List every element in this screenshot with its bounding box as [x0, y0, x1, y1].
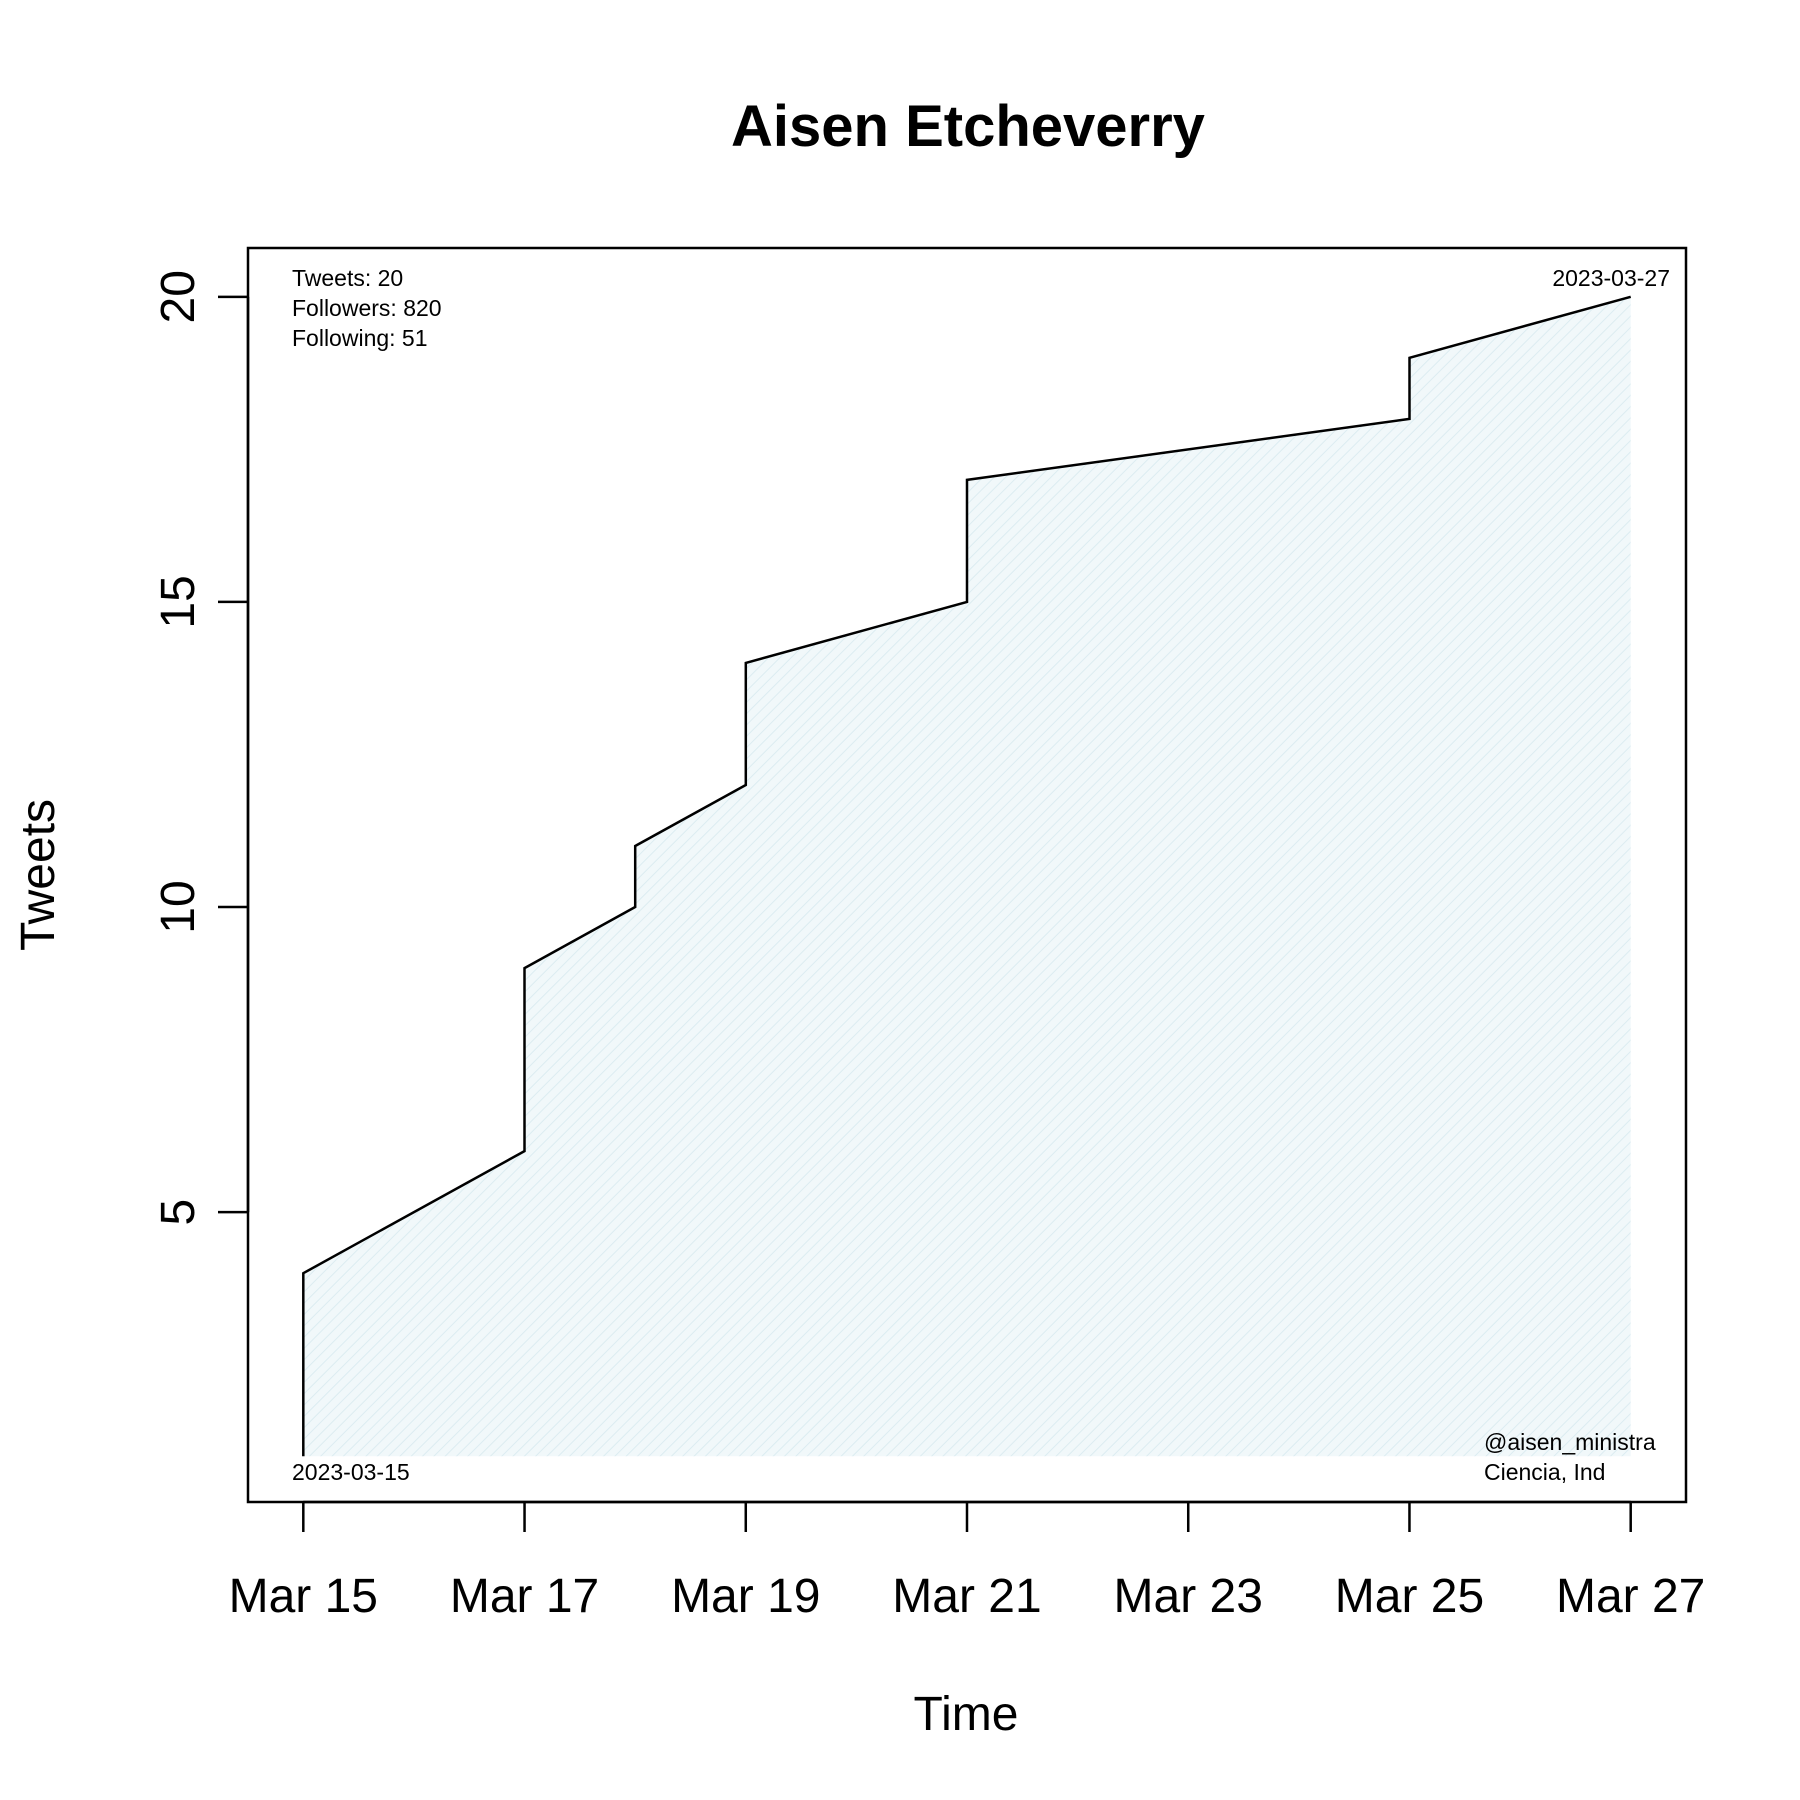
y-tick-label: 20	[152, 270, 205, 323]
x-tick-label: Mar 23	[1114, 1570, 1263, 1623]
y-axis-label: Tweets	[12, 799, 65, 951]
account-handle: @aisen_ministra	[1484, 1429, 1656, 1455]
x-tick-label: Mar 15	[229, 1570, 378, 1623]
y-tick-label: 10	[152, 880, 205, 933]
start-date-label: 2023-03-15	[292, 1459, 410, 1485]
x-tick-label: Mar 21	[892, 1570, 1041, 1623]
series-line	[302, 295, 1632, 1457]
stat-followers: Followers: 820	[292, 295, 442, 321]
end-date-label: 2023-03-27	[1552, 265, 1670, 291]
x-axis: Mar 15 Mar 17 Mar 19 Mar 21 Mar 23 Mar 25 Mar …	[229, 1500, 1705, 1623]
chart-title: Aisen Etcheverry	[731, 94, 1205, 159]
y-tick-label: 15	[152, 575, 205, 628]
x-tick-label: Mar 25	[1335, 1570, 1484, 1623]
x-axis-label: Time	[914, 1688, 1019, 1741]
y-axis: 5 10 15 20	[152, 270, 250, 1226]
x-tick-label: Mar 19	[671, 1570, 820, 1623]
x-tick-label: Mar 17	[450, 1570, 599, 1623]
annotations: Tweets: 20 Followers: 820 Following: 51 …	[292, 265, 1670, 1485]
x-tick-label: Mar 27	[1556, 1570, 1705, 1623]
area-fill	[303, 296, 1631, 1457]
y-tick-label: 5	[152, 1199, 205, 1226]
account-description: Ciencia, Ind	[1484, 1459, 1605, 1485]
stat-following: Following: 51	[292, 325, 428, 351]
plot-area	[246, 246, 1688, 1504]
stat-tweets: Tweets: 20	[292, 265, 403, 291]
